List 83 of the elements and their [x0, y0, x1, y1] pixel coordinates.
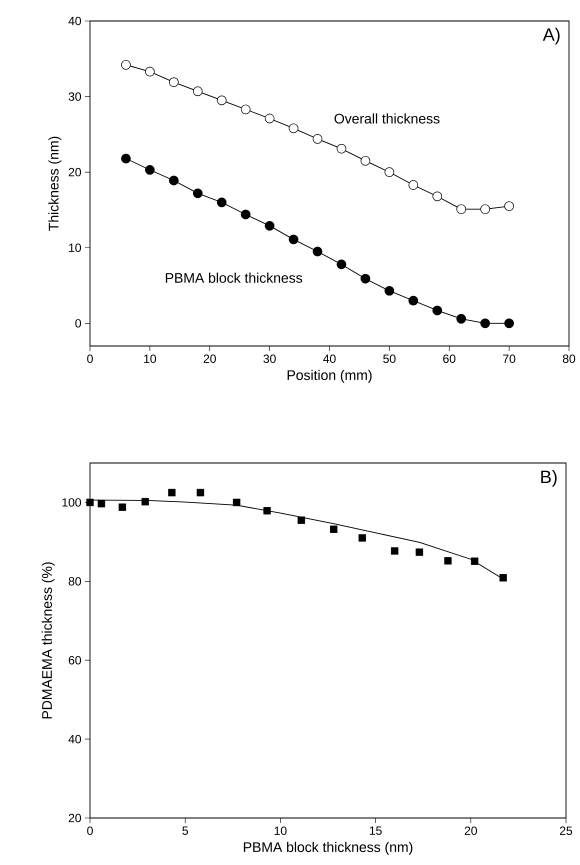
y-tick-label: 0 [75, 319, 82, 328]
point [470, 558, 478, 565]
point [196, 488, 204, 496]
point [142, 498, 149, 506]
x-tick-label: 0 [87, 354, 93, 363]
point [330, 526, 338, 533]
point [168, 77, 179, 88]
point [384, 286, 394, 296]
x-tick-label: 25 [560, 826, 572, 835]
point [118, 503, 126, 511]
point [298, 516, 306, 524]
x-tick-label: 30 [263, 354, 276, 363]
x-tick-label: 5 [182, 826, 188, 835]
point [168, 176, 179, 186]
point [312, 246, 322, 256]
point [240, 210, 251, 220]
point [504, 318, 514, 328]
point [168, 488, 176, 496]
x-tick-label: 40 [323, 354, 336, 363]
y-tick-label: 60 [68, 656, 82, 664]
point [480, 204, 490, 214]
point [384, 167, 394, 178]
y-tick-label: 30 [68, 92, 82, 101]
point [416, 548, 424, 556]
x-axis-title: PBMA block thickness (nm) [244, 842, 412, 855]
point [121, 60, 131, 70]
point [408, 180, 418, 190]
point [288, 123, 298, 134]
point [216, 198, 227, 208]
y-tick-label: 40 [68, 16, 82, 26]
point [121, 154, 131, 164]
series-label: PBMA block thickness [166, 272, 302, 283]
x-tick-label: 10 [274, 826, 287, 835]
point [264, 220, 274, 231]
x-tick-label: 50 [383, 354, 396, 363]
x-tick-label: 20 [204, 354, 216, 363]
series-label: Overall thickness [334, 113, 440, 124]
point [456, 314, 466, 324]
point [499, 574, 507, 582]
point [432, 191, 442, 202]
point [444, 557, 452, 565]
x-tick-label: 80 [562, 354, 576, 363]
x-tick-label: 10 [144, 354, 156, 363]
point [86, 498, 94, 506]
point [240, 104, 251, 114]
point [408, 296, 418, 306]
y-tick-label: 20 [68, 168, 82, 176]
point [504, 201, 514, 212]
point [216, 96, 227, 106]
y-tick-label: 40 [68, 734, 82, 744]
x-tick-label: 0 [87, 826, 93, 835]
y-tick-label: 100 [62, 498, 82, 507]
x-tick-label: 15 [370, 826, 382, 835]
y-axis-title: Thickness (nm) [48, 136, 62, 231]
point [360, 274, 370, 284]
x-axis-title: Position (mm) [288, 370, 372, 383]
point [145, 165, 155, 175]
point [312, 134, 322, 144]
point [358, 534, 366, 542]
x-tick-label: 60 [443, 354, 456, 363]
annotation: A) [542, 28, 560, 44]
x-tick-label: 20 [464, 826, 477, 835]
point [98, 500, 106, 508]
y-tick-label: 10 [69, 244, 82, 252]
x-tick-label: 70 [503, 354, 516, 363]
point [192, 188, 203, 198]
point [480, 318, 490, 328]
point [336, 144, 346, 154]
y-tick-label: 20 [68, 814, 82, 822]
point [288, 234, 298, 244]
point [456, 204, 466, 214]
point [432, 306, 442, 316]
point [145, 66, 155, 76]
point [390, 547, 398, 555]
point [264, 114, 274, 124]
point [263, 507, 271, 514]
point [232, 498, 240, 506]
annotation: B) [541, 470, 557, 487]
y-axis-title: PDMAEMA thickness (%) [42, 562, 55, 718]
point [336, 260, 346, 270]
point [360, 156, 370, 166]
y-tick-label: 80 [68, 577, 82, 586]
point [192, 86, 203, 96]
